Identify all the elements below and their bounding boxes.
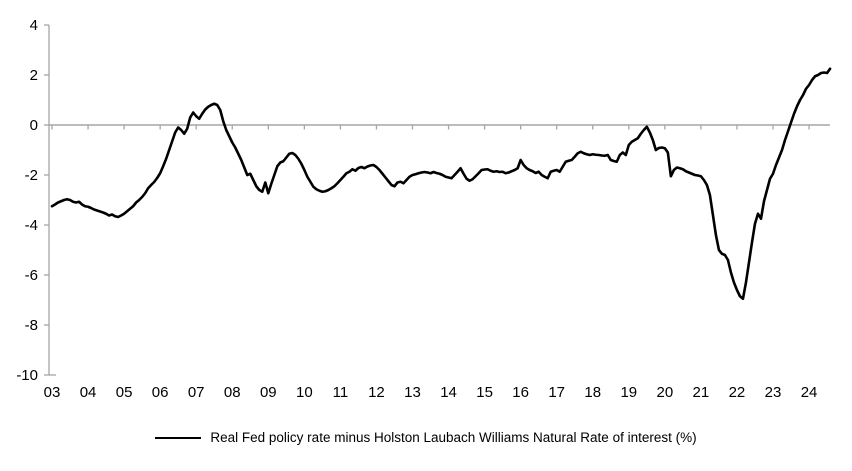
series-line	[50, 67, 832, 301]
x-tick-label: 10	[296, 384, 313, 401]
x-tick-label: 22	[729, 384, 746, 401]
x-tick-label: 16	[512, 384, 529, 401]
legend-line-swatch	[155, 436, 202, 439]
legend: Real Fed policy rate minus Holston Lauba…	[0, 430, 852, 445]
y-tick-label: -6	[25, 267, 38, 284]
y-tick-label: -4	[25, 217, 38, 234]
x-tick-label: 15	[476, 384, 493, 401]
x-tick-label: 05	[116, 384, 133, 401]
x-tick-label: 12	[368, 384, 385, 401]
x-tick-label: 13	[404, 384, 421, 401]
x-tick-label: 14	[440, 384, 457, 401]
x-tick-label: 08	[224, 384, 241, 401]
x-tick-label: 07	[188, 384, 205, 401]
x-tick-label: 19	[620, 384, 637, 401]
x-tick-label: 23	[765, 384, 782, 401]
x-tick-label: 09	[260, 384, 277, 401]
x-tick-label: 20	[657, 384, 674, 401]
x-tick-label: 17	[548, 384, 565, 401]
y-tick-label: 0	[30, 117, 38, 134]
x-tick-label: 03	[44, 384, 61, 401]
x-tick-label: 21	[693, 384, 710, 401]
y-tick-label: 2	[30, 67, 38, 84]
x-tick-label: 18	[584, 384, 601, 401]
y-tick-label: -2	[25, 167, 38, 184]
x-tick-label: 06	[152, 384, 169, 401]
x-tick-label: 11	[333, 384, 349, 401]
legend-label: Real Fed policy rate minus Holston Lauba…	[210, 430, 697, 445]
y-tick-label: -8	[25, 317, 38, 334]
x-tick-label: 24	[801, 384, 818, 401]
y-tick-label: -10	[16, 367, 38, 384]
x-tick-label: 04	[80, 384, 97, 401]
y-tick-label: 4	[30, 17, 38, 34]
